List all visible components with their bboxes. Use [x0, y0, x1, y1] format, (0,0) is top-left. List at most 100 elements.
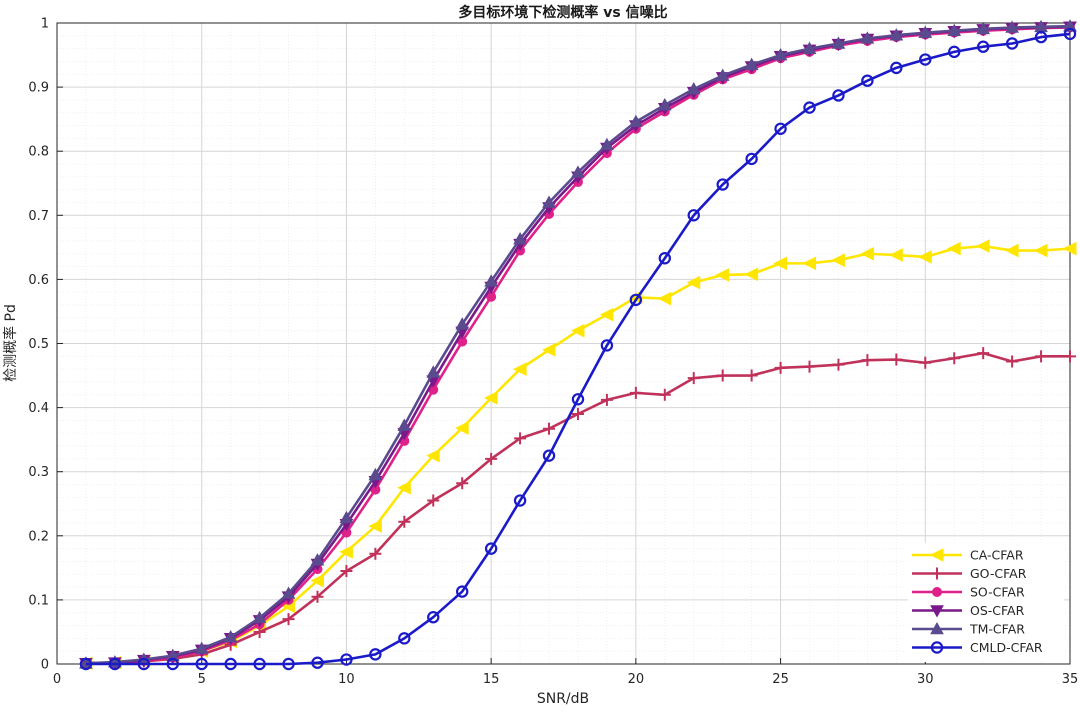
data-point	[485, 452, 498, 465]
data-point	[311, 656, 324, 669]
data-point	[224, 657, 237, 671]
data-point	[368, 519, 382, 533]
data-point	[918, 25, 933, 38]
legend-marker	[930, 605, 944, 618]
x-axis-label: SNR/dB	[537, 691, 589, 707]
chart-title: 多目标环境下检测概率 vs 信噪比	[458, 4, 667, 21]
data-point	[715, 68, 730, 81]
data-point	[427, 494, 440, 507]
x-tick-label: 25	[772, 672, 789, 687]
data-point	[282, 613, 295, 626]
data-point	[165, 648, 180, 661]
x-tick-label: 35	[1062, 672, 1079, 687]
data-point	[629, 293, 643, 307]
data-point	[1004, 243, 1019, 258]
data-point	[716, 369, 729, 382]
data-point	[455, 317, 470, 330]
legend: CA-CFAR GO-CFAR SO-CFAR OS-CFAR TM-CFAR CMLD-…	[908, 543, 1064, 662]
data-point	[947, 241, 961, 256]
data-point	[832, 358, 845, 371]
data-point	[195, 657, 208, 671]
data-point	[600, 339, 614, 352]
data-point	[831, 253, 845, 267]
y-tick-label: 0.9	[28, 81, 49, 96]
data-point	[570, 323, 585, 338]
data-point	[427, 611, 440, 624]
data-point	[889, 248, 903, 262]
data-point	[802, 41, 817, 54]
data-point	[1006, 355, 1019, 368]
data-point	[658, 388, 671, 401]
y-tick-label: 1	[41, 17, 49, 32]
x-tick-label: 30	[917, 672, 934, 687]
x-tick-label: 20	[628, 672, 645, 687]
data-point	[194, 641, 209, 654]
data-point	[252, 610, 267, 624]
y-tick-label: 0.4	[28, 401, 49, 416]
data-point	[282, 657, 295, 671]
data-point	[253, 657, 266, 671]
data-point	[599, 307, 614, 322]
data-point	[339, 545, 353, 559]
data-point	[543, 422, 556, 435]
data-point	[803, 360, 816, 373]
data-point	[773, 48, 788, 61]
data-point	[456, 477, 469, 490]
series-cmld-cfar	[79, 27, 1077, 671]
data-point	[947, 23, 962, 36]
data-point	[541, 343, 556, 357]
data-point	[948, 45, 961, 59]
data-point	[774, 361, 787, 374]
series-layer	[78, 19, 1077, 671]
data-point	[513, 231, 527, 245]
data-point	[368, 467, 383, 481]
legend-marker	[930, 641, 944, 654]
y-tick-label: 0.5	[28, 337, 49, 352]
series-line	[85, 32, 1071, 666]
data-point	[600, 393, 613, 406]
data-point	[1063, 27, 1077, 41]
data-point	[1033, 243, 1048, 258]
data-point	[369, 547, 382, 560]
data-point	[1064, 350, 1076, 363]
data-point	[310, 553, 325, 566]
legend-label: OS-CFAR	[970, 603, 1025, 618]
legend-item: SO-CFAR	[912, 585, 1025, 600]
x-tick-label: 5	[198, 672, 206, 687]
data-point	[658, 252, 672, 265]
data-point	[977, 347, 990, 360]
data-point	[803, 101, 816, 114]
data-point	[137, 657, 151, 671]
data-point	[484, 542, 498, 555]
data-point	[571, 408, 584, 421]
data-point	[369, 648, 382, 661]
y-tick-label: 0.6	[28, 273, 49, 288]
data-point	[1062, 241, 1077, 256]
data-point	[339, 510, 354, 524]
legend-label: SO-CFAR	[970, 585, 1025, 600]
data-point	[657, 98, 672, 111]
legend-marker	[931, 567, 943, 580]
data-point	[919, 356, 932, 369]
legend-label: CMLD-CFAR	[970, 640, 1043, 655]
data-point	[514, 432, 527, 445]
data-point	[281, 586, 296, 599]
data-point	[484, 274, 498, 287]
data-point	[426, 365, 441, 378]
data-point	[687, 209, 700, 222]
data-point	[542, 195, 556, 208]
data-point	[686, 81, 701, 95]
x-tick-label: 0	[53, 672, 61, 687]
data-point	[426, 448, 440, 463]
legend-label: GO-CFAR	[970, 566, 1027, 581]
y-axis-label: 检测概率 Pd	[2, 304, 19, 382]
legend-item: OS-CFAR	[912, 603, 1025, 618]
data-point	[744, 267, 759, 282]
data-point	[918, 250, 932, 264]
data-point	[79, 657, 93, 671]
data-point	[745, 152, 758, 166]
series-tm-cfar	[79, 19, 1077, 669]
data-point	[687, 372, 700, 385]
